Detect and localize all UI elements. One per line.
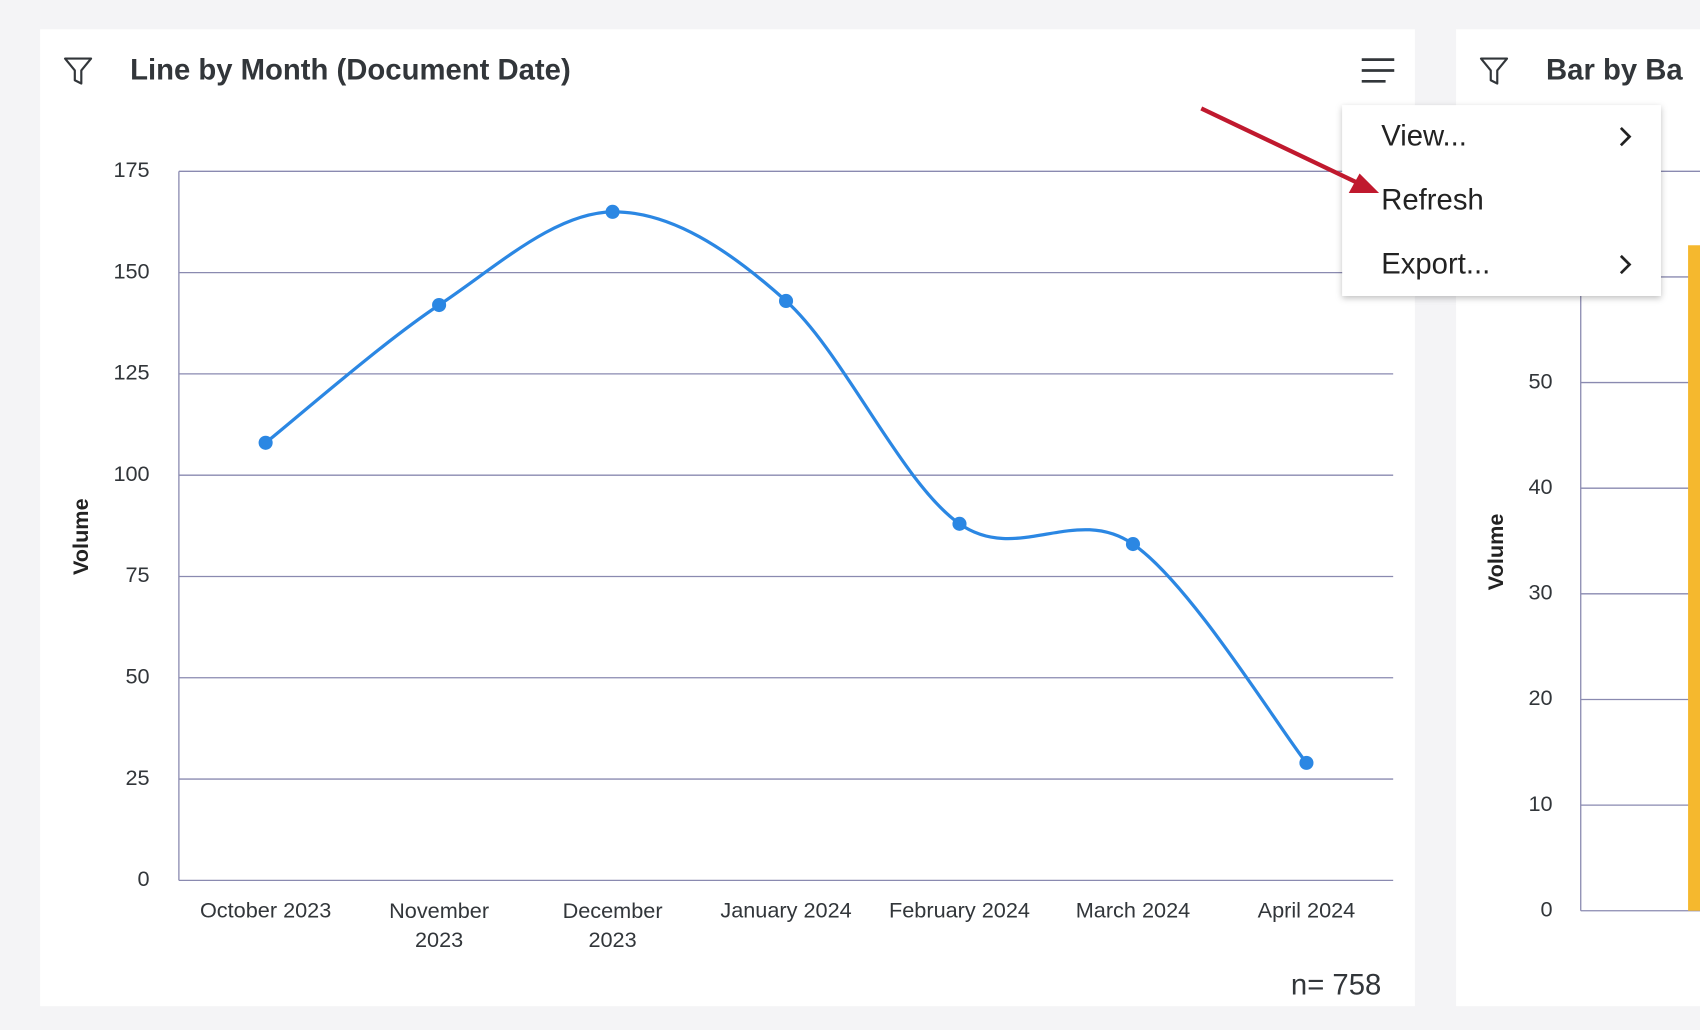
- x-tick-label: October 2023: [200, 898, 331, 923]
- chevron: [1619, 126, 1632, 147]
- menu-panel: [1342, 105, 1661, 296]
- line-chart: 0 25 50 75 100 125 150 175 Volume October 2023 Nov…: [68, 157, 1394, 1001]
- point: [432, 297, 447, 313]
- y-tick-label: 100: [113, 461, 149, 486]
- y-axis-label: Volume: [1483, 514, 1508, 591]
- x-tick-label: January 2024: [720, 898, 851, 923]
- y-tick-label: 50: [126, 664, 150, 689]
- y-tick-label: 30: [1528, 580, 1552, 605]
- y-tick-label: 75: [126, 562, 150, 587]
- point: [258, 435, 273, 450]
- menu-item[interactable]: Export...: [1381, 248, 1490, 280]
- sample-size: n= 758: [1291, 969, 1381, 1001]
- y-tick-label: 25: [126, 765, 150, 790]
- x-tick-label: March 2024: [1076, 898, 1190, 923]
- menu-item[interactable]: View...: [1381, 120, 1467, 152]
- x-tick-label: April 2024: [1258, 898, 1356, 923]
- context-menu: View... Refresh Export...: [1342, 105, 1661, 296]
- x-tick-label: December 2023: [563, 898, 663, 952]
- y-tick-label: 0: [138, 866, 150, 891]
- y-tick-label: 50: [1528, 368, 1552, 393]
- x-tick-label: November 2023: [389, 898, 489, 952]
- card: [40, 29, 1415, 1007]
- y-tick-label: 10: [1528, 791, 1552, 816]
- point: [605, 204, 620, 219]
- annotation-arrow: [1200, 106, 1380, 193]
- point: [952, 516, 967, 531]
- point: [1299, 755, 1314, 770]
- menu-item[interactable]: Refresh: [1381, 184, 1483, 216]
- y-tick-label: 175: [113, 157, 149, 182]
- chart-title: Line by Month (Document Date): [130, 54, 571, 86]
- y-tick-label: 20: [1528, 685, 1552, 710]
- x-tick-label: February 2024: [889, 898, 1030, 923]
- y-tick-label: 150: [113, 258, 149, 283]
- y-axis-label: Volume: [68, 498, 93, 575]
- filter-icon[interactable]: [63, 57, 93, 85]
- y-tick-label: 0: [1540, 896, 1552, 921]
- y-tick-label: 40: [1528, 474, 1552, 499]
- menu-button[interactable]: [1361, 58, 1395, 83]
- chart-title: Bar by Ba: [1546, 54, 1683, 86]
- point: [778, 293, 794, 309]
- y-tick-label: 125: [113, 360, 149, 385]
- chevron: [1619, 254, 1632, 275]
- bar: [1688, 245, 1700, 911]
- point: [1125, 537, 1141, 552]
- filter-icon[interactable]: [1479, 57, 1509, 85]
